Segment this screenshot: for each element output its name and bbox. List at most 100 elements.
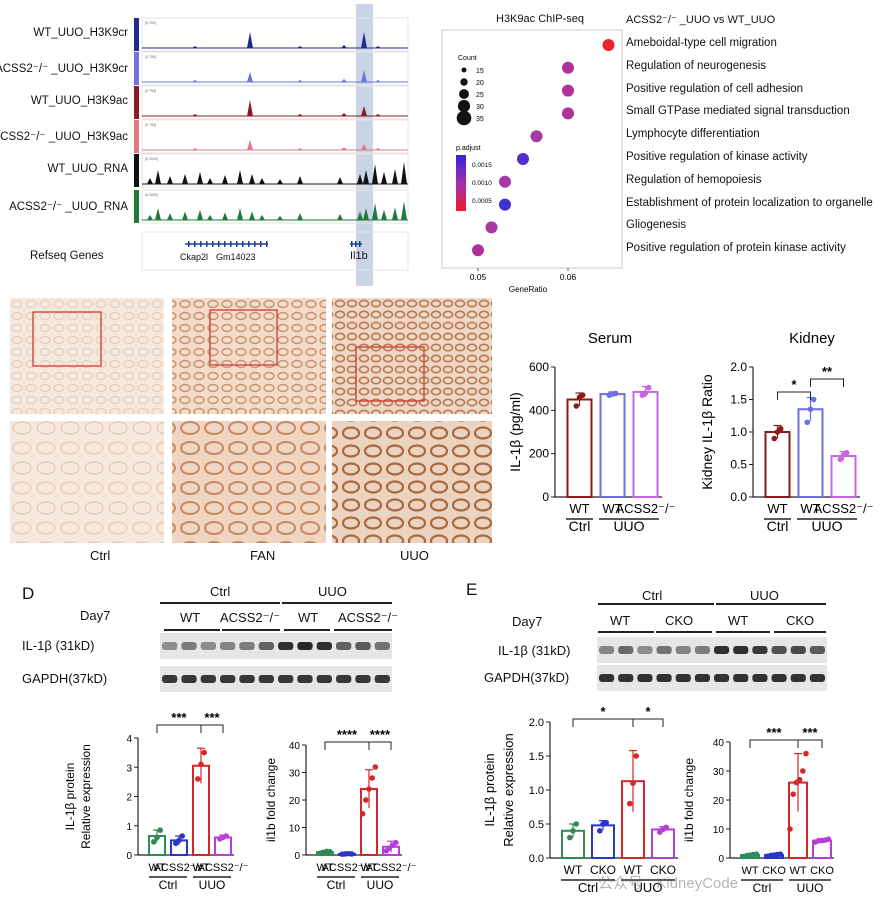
y-tick-label: 40 bbox=[713, 738, 725, 749]
data-point bbox=[603, 819, 609, 826]
significance-bracket bbox=[777, 391, 811, 400]
track-label: ACSS2⁻/⁻ _UUO_H3K9ac bbox=[0, 131, 128, 143]
padj-legend-label: 0.0005 bbox=[472, 198, 492, 205]
blot-e-group-ctrl: Ctrl bbox=[642, 588, 663, 603]
y-tick-label: 4 bbox=[126, 734, 132, 745]
blot-e-sub-ko1: CKO bbox=[665, 613, 694, 628]
track-peak bbox=[392, 207, 398, 220]
track-frame bbox=[141, 17, 409, 52]
gene-exon bbox=[200, 241, 202, 247]
track-peak bbox=[375, 46, 381, 48]
track-peak bbox=[357, 174, 363, 184]
y-tick-label: 10 bbox=[713, 825, 725, 836]
track-peak bbox=[392, 169, 398, 184]
significance-label: **** bbox=[337, 727, 358, 742]
count-legend-dot bbox=[459, 89, 469, 99]
track-peak bbox=[337, 177, 343, 184]
track-frame bbox=[141, 189, 409, 224]
data-point bbox=[393, 839, 399, 846]
blot-e-row-il1b: IL-1β (31kD) bbox=[498, 643, 571, 658]
chart-title: Serum bbox=[588, 330, 632, 347]
x-tick-label: WT bbox=[192, 862, 209, 874]
significance-bracket bbox=[749, 739, 799, 748]
go-dotplot-chart: 0.05 0.06 GeneRatio Count 15 20 25 30 35 p.adjust… bbox=[441, 29, 623, 294]
y-tick-label: 0.5 bbox=[730, 458, 747, 472]
track-peak bbox=[155, 170, 161, 184]
padj-legend-label: 0.0010 bbox=[472, 180, 492, 187]
blot-e-row-gapdh: GAPDH(37kD) bbox=[484, 670, 570, 685]
track-peak bbox=[361, 70, 367, 82]
track-frame bbox=[141, 51, 409, 86]
y-tick-label: 1.5 bbox=[529, 751, 544, 763]
track-peak bbox=[207, 178, 213, 184]
y-axis-label: Relative expression bbox=[79, 744, 93, 849]
group-label: Ctrl bbox=[578, 880, 598, 895]
y-tick-label: 2.0 bbox=[529, 717, 544, 729]
data-point bbox=[803, 750, 809, 757]
y-tick-label: 1.5 bbox=[730, 393, 747, 407]
gene-exon bbox=[206, 241, 208, 247]
blot-d-group-uuo: UUO bbox=[318, 584, 347, 599]
count-legend-label: 35 bbox=[476, 116, 484, 123]
gene-exon bbox=[212, 241, 214, 247]
gene-exon bbox=[351, 241, 353, 247]
data-point bbox=[579, 392, 586, 398]
blot-e-day: Day7 bbox=[512, 614, 543, 629]
y-tick-label: 20 bbox=[289, 796, 301, 807]
group-label: UUO bbox=[811, 518, 842, 534]
go-term-label: Positive regulation of cell adhesion bbox=[626, 82, 804, 95]
y-axis-label: il1b fold change bbox=[682, 758, 696, 842]
group-label: Ctrl bbox=[159, 878, 178, 892]
track-peak bbox=[207, 214, 213, 220]
gene-exon bbox=[254, 241, 256, 247]
data-point bbox=[796, 776, 803, 783]
data-point bbox=[570, 828, 576, 834]
track-peak bbox=[197, 172, 203, 184]
data-point bbox=[645, 384, 652, 391]
track-peak bbox=[401, 201, 407, 220]
data-point bbox=[359, 810, 366, 817]
bar bbox=[764, 431, 791, 498]
refseq-label: Refseq Genes bbox=[30, 250, 104, 262]
track-range: [0-750] bbox=[145, 21, 156, 25]
padj-legend-title: p.adjust bbox=[456, 145, 481, 152]
blot-panel-e: E Day7 Ctrl UUO WT CKO WT CKO IL-1β (31k… bbox=[460, 578, 894, 698]
go-dot bbox=[499, 175, 511, 188]
significance-label: *** bbox=[204, 710, 220, 725]
significance-label: * bbox=[645, 704, 651, 719]
data-point bbox=[627, 800, 633, 807]
histology-fan-low bbox=[172, 298, 326, 414]
data-point bbox=[372, 764, 379, 770]
go-term-label: Small GTPase mediated signal transductio… bbox=[626, 105, 850, 118]
blot-e-sub-ko2: CKO bbox=[786, 613, 815, 628]
significance-label: ** bbox=[822, 364, 833, 379]
track-peak bbox=[297, 176, 303, 184]
track-label: WT_UUO_H3K9ac bbox=[30, 95, 128, 107]
data-point bbox=[151, 839, 157, 845]
blot-d-row-gapdh: GAPDH(37kD) bbox=[22, 671, 108, 686]
track-peak bbox=[381, 209, 387, 220]
gene-exon bbox=[260, 241, 262, 247]
significance-bracket bbox=[632, 718, 664, 727]
blot-d-day: Day7 bbox=[80, 608, 111, 623]
blot-e-group-uuo: UUO bbox=[750, 588, 779, 603]
gene-exon bbox=[242, 241, 244, 247]
y-tick-label: 1 bbox=[126, 822, 132, 833]
y-axis-label: il1b fold change bbox=[264, 758, 278, 842]
significance-label: * bbox=[791, 377, 797, 392]
x-tick-label: WT bbox=[316, 862, 333, 874]
count-legend-title: Count bbox=[458, 55, 477, 62]
group-label: UUO bbox=[797, 881, 824, 895]
data-point bbox=[787, 826, 793, 832]
go-dot bbox=[562, 61, 574, 74]
x-tick-label: WT bbox=[564, 863, 583, 877]
group-label: Ctrl bbox=[753, 881, 772, 895]
track-peak bbox=[297, 148, 303, 150]
gene-exon bbox=[188, 241, 190, 247]
track-peak bbox=[192, 114, 198, 116]
group-label: Ctrl bbox=[767, 518, 789, 534]
padj-legend-label: 0.0015 bbox=[472, 162, 492, 169]
go-dot bbox=[602, 39, 615, 51]
gene-exon bbox=[236, 241, 238, 247]
